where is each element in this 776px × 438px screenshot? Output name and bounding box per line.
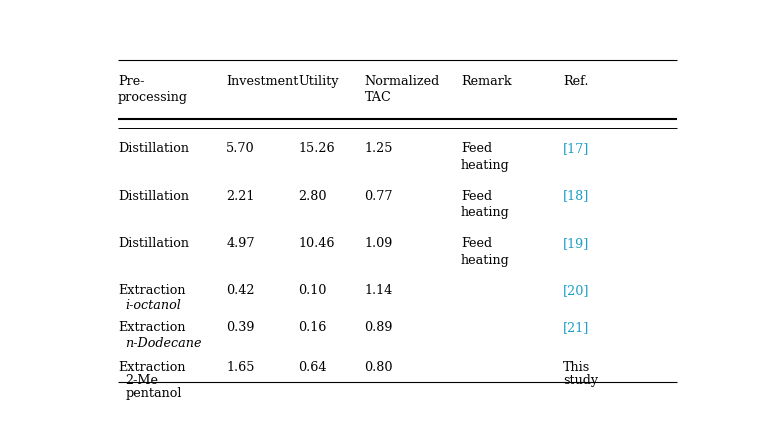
Text: Extraction: Extraction: [118, 360, 185, 373]
Text: 0.16: 0.16: [299, 321, 327, 334]
Text: Distillation: Distillation: [118, 189, 189, 202]
Text: 0.10: 0.10: [299, 283, 327, 297]
Text: 2.80: 2.80: [299, 189, 327, 202]
Text: 0.89: 0.89: [365, 321, 393, 334]
Text: Distillation: Distillation: [118, 237, 189, 249]
Text: 2.21: 2.21: [227, 189, 255, 202]
Text: [18]: [18]: [563, 189, 590, 202]
Text: 0.64: 0.64: [299, 360, 327, 373]
Text: heating: heating: [461, 159, 510, 172]
Text: pentanol: pentanol: [125, 386, 182, 399]
Text: Feed: Feed: [461, 142, 492, 155]
Text: 0.42: 0.42: [227, 283, 255, 297]
Text: Utility: Utility: [299, 74, 339, 88]
Text: heating: heating: [461, 253, 510, 266]
Text: Remark: Remark: [461, 74, 511, 88]
Text: n-Dodecane: n-Dodecane: [125, 336, 202, 349]
Text: [21]: [21]: [563, 321, 590, 334]
Text: 4.97: 4.97: [227, 237, 255, 249]
Text: Pre-
processing: Pre- processing: [118, 74, 188, 104]
Text: Normalized
TAC: Normalized TAC: [365, 74, 440, 104]
Text: 1.09: 1.09: [365, 237, 393, 249]
Text: 5.70: 5.70: [227, 142, 255, 155]
Text: Extraction: Extraction: [118, 283, 185, 297]
Text: Extraction: Extraction: [118, 321, 185, 334]
Text: heating: heating: [461, 206, 510, 219]
Text: 15.26: 15.26: [299, 142, 335, 155]
Text: study: study: [563, 374, 598, 387]
Text: 0.80: 0.80: [365, 360, 393, 373]
Text: 1.25: 1.25: [365, 142, 393, 155]
Text: 10.46: 10.46: [299, 237, 335, 249]
Text: [20]: [20]: [563, 283, 590, 297]
Text: 1.65: 1.65: [227, 360, 255, 373]
Text: 0.77: 0.77: [365, 189, 393, 202]
Text: 0.39: 0.39: [227, 321, 255, 334]
Text: [17]: [17]: [563, 142, 590, 155]
Text: This: This: [563, 360, 591, 373]
Text: Ref.: Ref.: [563, 74, 588, 88]
Text: [19]: [19]: [563, 237, 590, 249]
Text: 2-Me: 2-Me: [125, 374, 158, 387]
Text: i-octanol: i-octanol: [125, 299, 181, 312]
Text: Feed: Feed: [461, 237, 492, 249]
Text: Investment: Investment: [227, 74, 299, 88]
Text: 1.14: 1.14: [365, 283, 393, 297]
Text: Feed: Feed: [461, 189, 492, 202]
Text: Distillation: Distillation: [118, 142, 189, 155]
